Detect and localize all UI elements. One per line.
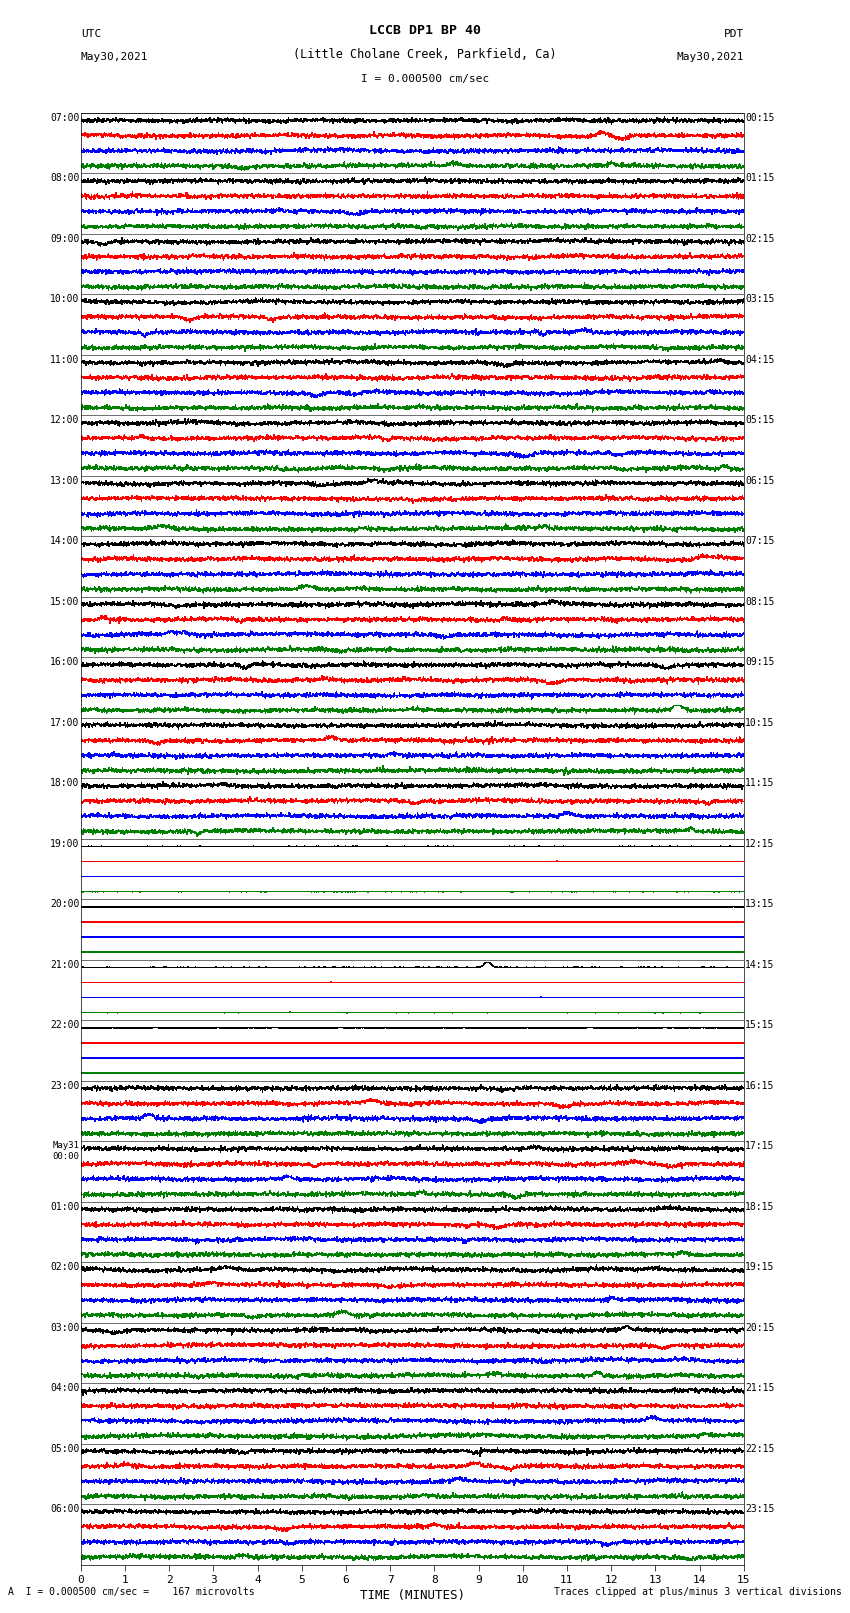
- Text: 18:00: 18:00: [50, 779, 79, 789]
- Text: 22:00: 22:00: [50, 1021, 79, 1031]
- Text: 08:00: 08:00: [50, 173, 79, 184]
- Text: 17:15: 17:15: [745, 1142, 774, 1152]
- Text: 06:00: 06:00: [50, 1503, 79, 1515]
- Text: 20:15: 20:15: [745, 1323, 774, 1332]
- Text: 02:00: 02:00: [50, 1261, 79, 1273]
- Text: 23:15: 23:15: [745, 1503, 774, 1515]
- Text: May30,2021: May30,2021: [677, 52, 744, 61]
- Text: LCCB DP1 BP 40: LCCB DP1 BP 40: [369, 24, 481, 37]
- Text: Traces clipped at plus/minus 3 vertical divisions: Traces clipped at plus/minus 3 vertical …: [553, 1587, 842, 1597]
- Text: 07:15: 07:15: [745, 536, 774, 547]
- Text: 04:15: 04:15: [745, 355, 774, 365]
- Text: 10:00: 10:00: [50, 294, 79, 305]
- Text: May30,2021: May30,2021: [81, 52, 148, 61]
- Text: 09:00: 09:00: [50, 234, 79, 244]
- Text: 07:00: 07:00: [50, 113, 79, 123]
- Text: 19:15: 19:15: [745, 1261, 774, 1273]
- Text: 02:15: 02:15: [745, 234, 774, 244]
- Text: 17:00: 17:00: [50, 718, 79, 727]
- Text: (Little Cholane Creek, Parkfield, Ca): (Little Cholane Creek, Parkfield, Ca): [293, 48, 557, 61]
- Text: 03:00: 03:00: [50, 1323, 79, 1332]
- Text: 12:15: 12:15: [745, 839, 774, 848]
- Text: 15:15: 15:15: [745, 1021, 774, 1031]
- Text: 14:15: 14:15: [745, 960, 774, 969]
- Text: 16:15: 16:15: [745, 1081, 774, 1090]
- Text: 05:00: 05:00: [50, 1444, 79, 1453]
- Text: 14:00: 14:00: [50, 536, 79, 547]
- Text: 05:15: 05:15: [745, 415, 774, 426]
- Text: 00:15: 00:15: [745, 113, 774, 123]
- Text: May31
00:00: May31 00:00: [53, 1142, 79, 1161]
- Text: I = 0.000500 cm/sec: I = 0.000500 cm/sec: [361, 74, 489, 84]
- Text: 09:15: 09:15: [745, 658, 774, 668]
- Text: 06:15: 06:15: [745, 476, 774, 486]
- Text: 11:15: 11:15: [745, 779, 774, 789]
- Text: 22:15: 22:15: [745, 1444, 774, 1453]
- Text: 15:00: 15:00: [50, 597, 79, 606]
- Text: 20:00: 20:00: [50, 900, 79, 910]
- Text: 21:00: 21:00: [50, 960, 79, 969]
- Text: 01:15: 01:15: [745, 173, 774, 184]
- Text: 12:00: 12:00: [50, 415, 79, 426]
- Text: 13:00: 13:00: [50, 476, 79, 486]
- Text: 21:15: 21:15: [745, 1382, 774, 1394]
- Text: 08:15: 08:15: [745, 597, 774, 606]
- Text: 13:15: 13:15: [745, 900, 774, 910]
- X-axis label: TIME (MINUTES): TIME (MINUTES): [360, 1589, 465, 1602]
- Text: 16:00: 16:00: [50, 658, 79, 668]
- Text: 19:00: 19:00: [50, 839, 79, 848]
- Text: 23:00: 23:00: [50, 1081, 79, 1090]
- Text: 01:00: 01:00: [50, 1202, 79, 1211]
- Text: 11:00: 11:00: [50, 355, 79, 365]
- Text: 04:00: 04:00: [50, 1382, 79, 1394]
- Text: 18:15: 18:15: [745, 1202, 774, 1211]
- Text: 03:15: 03:15: [745, 294, 774, 305]
- Text: A  I = 0.000500 cm/sec =    167 microvolts: A I = 0.000500 cm/sec = 167 microvolts: [8, 1587, 255, 1597]
- Text: PDT: PDT: [723, 29, 744, 39]
- Text: 10:15: 10:15: [745, 718, 774, 727]
- Text: UTC: UTC: [81, 29, 101, 39]
